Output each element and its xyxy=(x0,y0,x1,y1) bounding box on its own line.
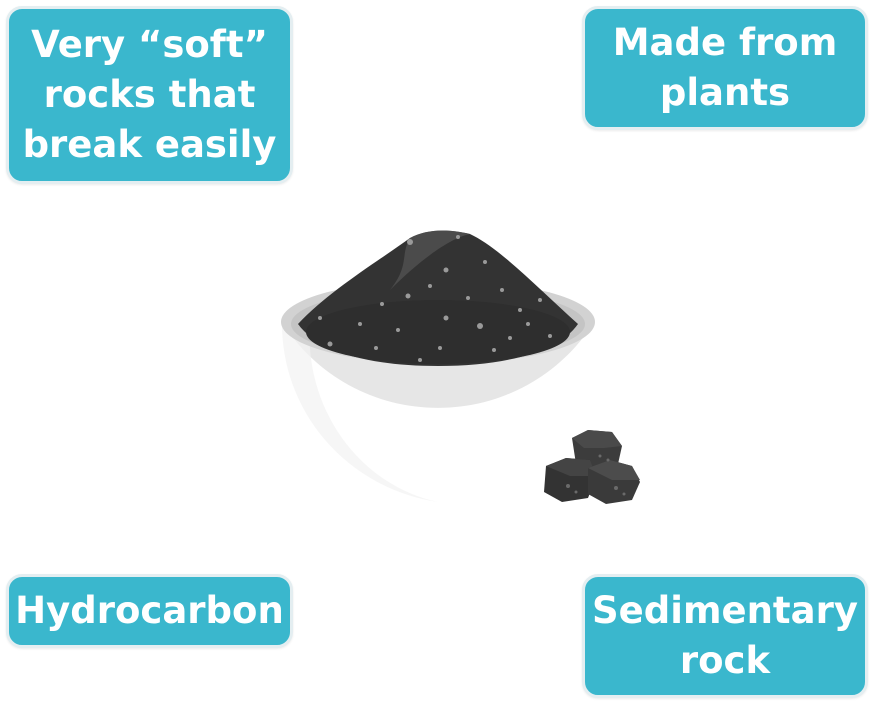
label-box-sedimentary-rock: Sedimentary rock xyxy=(582,574,868,698)
label-sedimentary-rock-text: Sedimentary rock xyxy=(592,589,858,682)
label-hydrocarbon-text: Hydrocarbon xyxy=(15,589,284,632)
coal-bowl-illustration xyxy=(281,230,640,504)
label-made-from-plants-text: Made from plants xyxy=(612,21,838,114)
label-box-made-from-plants: Made from plants xyxy=(582,6,868,130)
coal-powder-pile-icon xyxy=(298,230,578,366)
label-soft-rocks-text: Very “soft” rocks that break easily xyxy=(22,23,277,166)
coal-lumps-icon xyxy=(544,430,640,504)
label-box-hydrocarbon: Hydrocarbon xyxy=(6,574,293,648)
label-box-soft-rocks: Very “soft” rocks that break easily xyxy=(6,6,293,184)
